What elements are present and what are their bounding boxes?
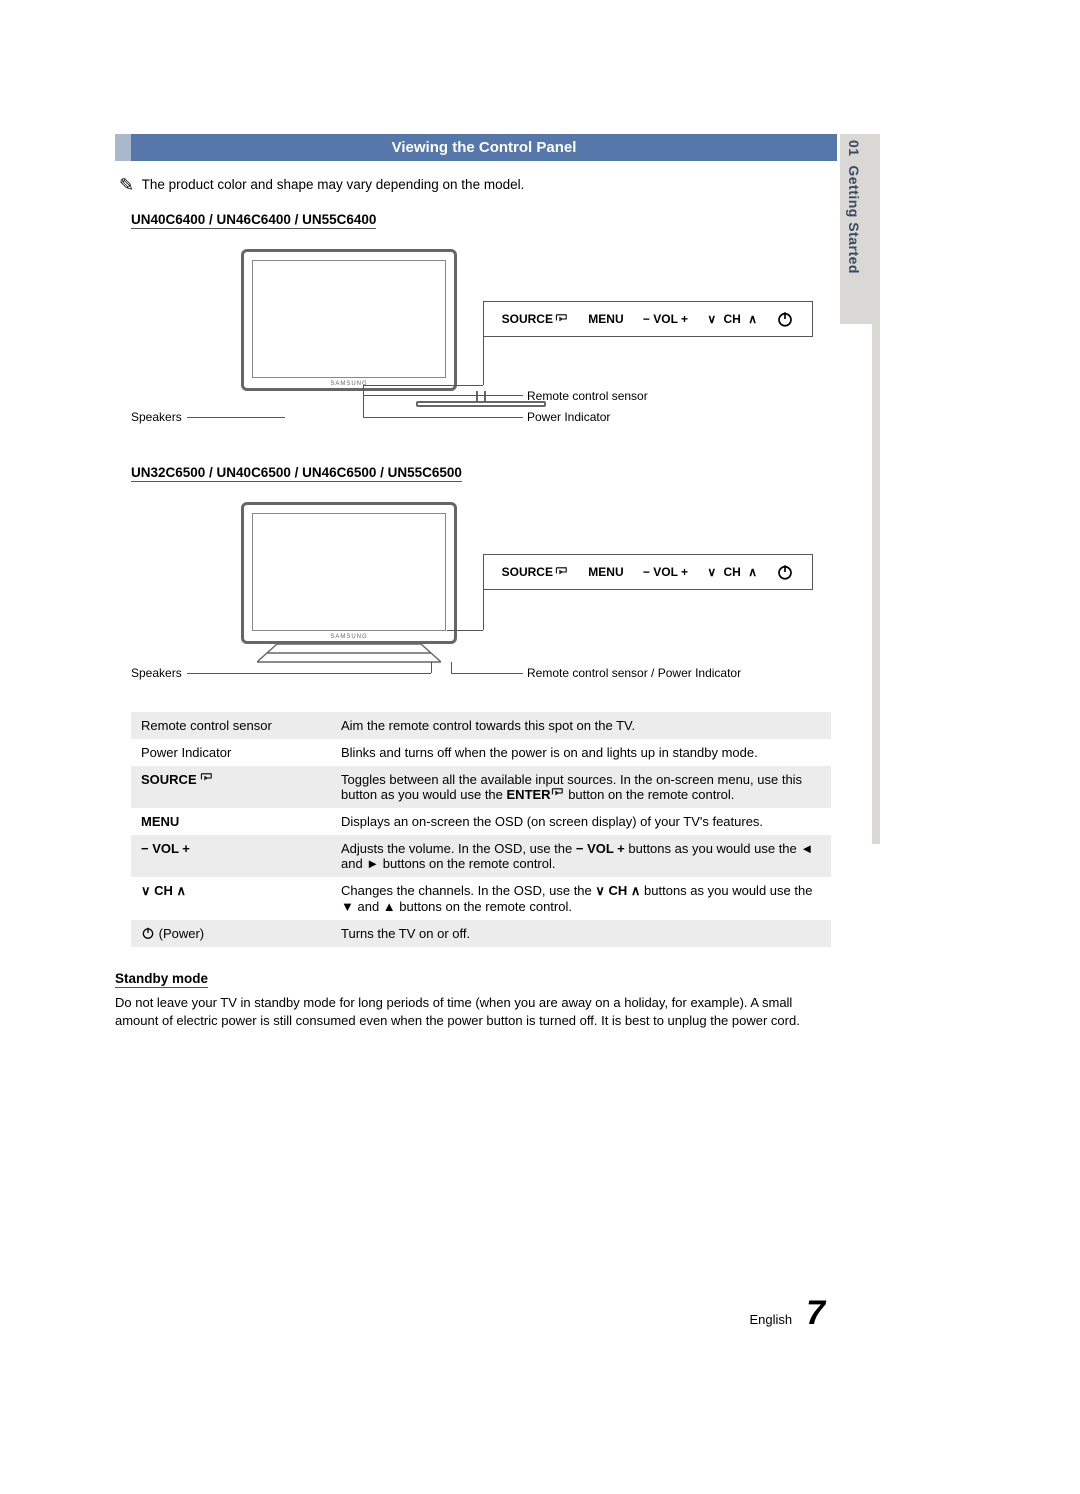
lead-line — [483, 590, 484, 630]
lead-line — [363, 395, 523, 396]
control-bar: SOURCE MENU − VOL + ∨ CH ∧ — [483, 301, 813, 337]
control-label: Remote control sensor — [131, 712, 331, 739]
enter-icon — [551, 787, 565, 799]
lead-line — [363, 395, 364, 417]
controls-table: Remote control sensorAim the remote cont… — [131, 712, 831, 947]
lead-line — [363, 385, 364, 395]
tv-frame: SAMSUNG — [241, 249, 457, 391]
model-group-2: UN32C6500 / UN40C6500 / UN46C6500 / UN55… — [131, 465, 462, 482]
tv-stand-neck — [476, 391, 486, 401]
chapter-tab-text: 01 Getting Started — [840, 134, 868, 280]
menu-label: MENU — [588, 565, 623, 579]
ch-label: ∨ CH ∧ — [707, 565, 757, 579]
chapter-number: 01 — [846, 140, 862, 157]
footer-language: English — [749, 1312, 792, 1327]
lead-line — [363, 417, 523, 418]
control-description: Changes the channels. In the OSD, use th… — [331, 877, 831, 920]
power-icon — [776, 563, 794, 581]
standby-heading: Standby mode — [115, 971, 208, 988]
source-label: SOURCE — [502, 565, 569, 579]
control-description: Turns the TV on or off. — [331, 920, 831, 947]
table-row: SOURCE Toggles between all the available… — [131, 766, 831, 808]
control-description: Blinks and turns off when the power is o… — [331, 739, 831, 766]
standby-text: Do not leave your TV in standby mode for… — [115, 994, 837, 1029]
tv-screen — [252, 260, 446, 378]
chapter-title: Getting Started — [846, 165, 862, 274]
remote-sensor-caption: Remote control sensor — [527, 389, 648, 403]
power-icon — [141, 926, 155, 940]
tv-stand — [257, 644, 441, 664]
diagram-2: SAMSUNG SOURCE MENU − VOL + ∨ CH ∧ Speak… — [131, 498, 831, 698]
control-label: − VOL + — [131, 835, 331, 877]
control-label: SOURCE — [131, 766, 331, 808]
lead-line — [431, 662, 432, 673]
lead-line — [451, 673, 523, 674]
power-indicator-caption: Power Indicator — [527, 410, 610, 424]
diagram-1: SAMSUNG SOURCE MENU − VOL + ∨ CH ∧ Speak… — [131, 245, 831, 445]
enter-icon — [555, 566, 569, 578]
page-footer: English 7 — [115, 1294, 837, 1333]
source-label: SOURCE — [502, 312, 569, 326]
lead-line — [483, 337, 484, 385]
control-description: Toggles between all the available input … — [331, 766, 831, 808]
control-label: Power Indicator — [131, 739, 331, 766]
lead-line — [451, 662, 452, 673]
sensor-power-caption: Remote control sensor / Power Indicator — [527, 666, 741, 680]
lead-line — [187, 417, 285, 418]
note-text: The product color and shape may vary dep… — [142, 177, 525, 192]
control-label: (Power) — [131, 920, 331, 947]
vol-label: − VOL + — [643, 312, 688, 326]
enter-icon — [200, 772, 214, 784]
table-row: Remote control sensorAim the remote cont… — [131, 712, 831, 739]
section-heading: Viewing the Control Panel — [115, 134, 837, 161]
note-row: ✎ The product color and shape may vary d… — [119, 175, 837, 196]
speakers-caption: Speakers — [131, 666, 182, 680]
control-description: Aim the remote control towards this spot… — [331, 712, 831, 739]
page-number: 7 — [806, 1294, 825, 1333]
tv-screen — [252, 513, 446, 631]
side-band — [872, 134, 880, 844]
table-row: MENUDisplays an on-screen the OSD (on sc… — [131, 808, 831, 835]
tv-brand: SAMSUNG — [330, 634, 367, 640]
lead-line — [187, 673, 431, 674]
table-row: Power IndicatorBlinks and turns off when… — [131, 739, 831, 766]
table-row: − VOL +Adjusts the volume. In the OSD, u… — [131, 835, 831, 877]
control-description: Adjusts the volume. In the OSD, use the … — [331, 835, 831, 877]
tv-frame: SAMSUNG — [241, 502, 457, 644]
note-icon: ✎ — [119, 175, 134, 195]
control-bar: SOURCE MENU − VOL + ∨ CH ∧ — [483, 554, 813, 590]
model-group-1: UN40C6400 / UN46C6400 / UN55C6400 — [131, 212, 376, 229]
page-content: Viewing the Control Panel ✎ The product … — [115, 134, 837, 1029]
control-label: ∨ CH ∧ — [131, 877, 331, 920]
control-label: MENU — [131, 808, 331, 835]
power-icon — [776, 310, 794, 328]
lead-line — [363, 385, 483, 386]
control-description: Displays an on-screen the OSD (on screen… — [331, 808, 831, 835]
vol-label: − VOL + — [643, 565, 688, 579]
lead-line — [447, 630, 483, 631]
ch-label: ∨ CH ∧ — [707, 312, 757, 326]
table-row: ∨ CH ∧Changes the channels. In the OSD, … — [131, 877, 831, 920]
enter-icon — [555, 313, 569, 325]
chapter-tab: 01 Getting Started — [840, 134, 872, 324]
table-row: (Power)Turns the TV on or off. — [131, 920, 831, 947]
speakers-caption: Speakers — [131, 410, 182, 424]
menu-label: MENU — [588, 312, 623, 326]
